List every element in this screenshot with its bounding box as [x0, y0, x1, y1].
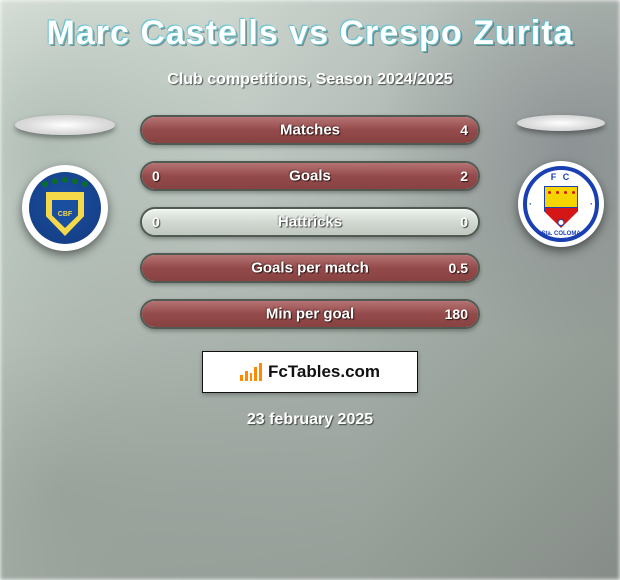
- fc-santa-coloma-crest-icon: F C · · Sta. COLOMA: [523, 166, 599, 242]
- stat-label: Matches: [280, 122, 340, 139]
- page-title: Marc Castells vs Crespo Zurita: [0, 0, 620, 53]
- page-subtitle: Club competitions, Season 2024/2025: [0, 71, 620, 89]
- stat-value-right: 180: [445, 306, 468, 322]
- club-badge-left: CBF: [22, 165, 108, 251]
- brand-footer: FcTables.com: [202, 351, 418, 393]
- stat-row: Min per goal 180: [140, 299, 480, 329]
- brand-text: FcTables.com: [268, 362, 380, 382]
- player-left-column: CBF: [15, 115, 115, 251]
- stat-value-left: 0: [152, 214, 160, 230]
- stat-value-right: 0: [460, 214, 468, 230]
- cbf-text: CBF: [52, 200, 78, 228]
- player-left-placeholder: [15, 115, 115, 135]
- stat-label: Min per goal: [266, 306, 354, 323]
- stat-label: Hattricks: [278, 214, 342, 231]
- brand-bars-icon: [240, 363, 262, 381]
- stat-rows: Matches 4 0 Goals 2 0 Hattricks 0 Goals …: [140, 115, 480, 329]
- comparison-area: CBF F C · · Sta. COLOMA Matches 4: [0, 115, 620, 329]
- player-right-column: F C · · Sta. COLOMA: [517, 115, 605, 247]
- fcsc-bottom-text: Sta. COLOMA: [541, 231, 580, 237]
- footer-date: 23 february 2025: [0, 411, 620, 429]
- stat-value-left: 0: [152, 168, 160, 184]
- stat-row: Goals per match 0.5: [140, 253, 480, 283]
- stat-label: Goals per match: [251, 260, 369, 277]
- player-right-placeholder: [517, 115, 605, 131]
- cbf-crest-icon: CBF: [29, 172, 101, 244]
- stat-value-right: 0.5: [449, 260, 468, 276]
- stat-row: 0 Goals 2: [140, 161, 480, 191]
- stat-value-right: 2: [460, 168, 468, 184]
- fcsc-top-text: F C: [551, 172, 572, 182]
- stat-value-right: 4: [460, 122, 468, 138]
- stat-row: Matches 4: [140, 115, 480, 145]
- club-badge-right: F C · · Sta. COLOMA: [518, 161, 604, 247]
- stat-label: Goals: [289, 168, 331, 185]
- stat-row: 0 Hattricks 0: [140, 207, 480, 237]
